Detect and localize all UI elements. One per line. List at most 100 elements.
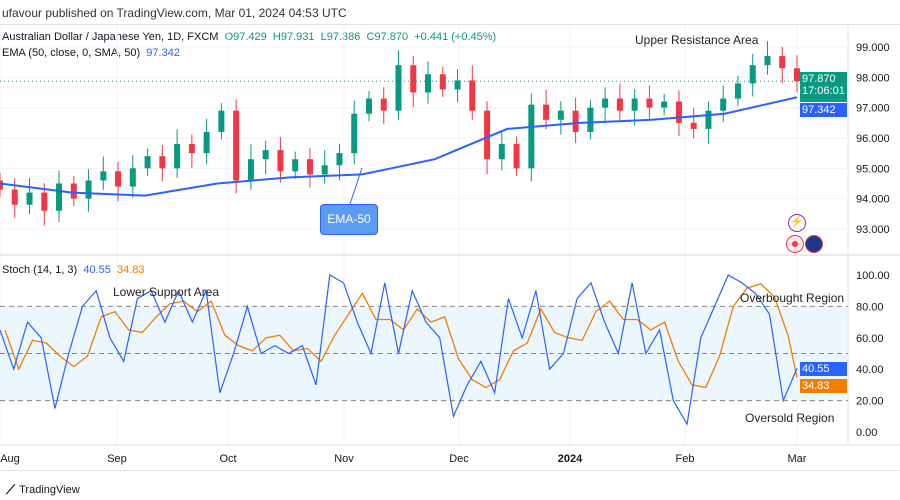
stoch-legend[interactable]: Stoch (14, 1, 3) 40.55 34.83 — [2, 264, 145, 276]
ema-callout: EMA-50 — [320, 204, 378, 235]
candle-body — [764, 56, 771, 66]
candle-body — [749, 65, 756, 84]
candle-body — [557, 110, 564, 120]
candle-body — [277, 150, 284, 172]
candle-body — [513, 144, 520, 169]
candle-body — [410, 65, 417, 93]
time-axis-label: Mar — [788, 453, 807, 465]
low-value: L97.386 — [320, 31, 361, 43]
candle-body — [469, 80, 476, 111]
event-dot-icon[interactable] — [786, 235, 804, 253]
candle-body — [439, 74, 446, 90]
stoch-axis-label: 0.00 — [856, 427, 877, 439]
candle-body — [233, 110, 240, 181]
footer: ⟋ TradingView — [0, 470, 900, 500]
high-value: H97.931 — [272, 31, 315, 43]
stoch-axis-label: 100.00 — [856, 270, 890, 282]
candle-body — [188, 144, 195, 154]
candle-body — [646, 98, 653, 108]
ema-label: EMA (50, close, 0, SMA, 50) — [2, 47, 141, 59]
candle-body — [100, 171, 107, 181]
oversold-label: Oversold Region — [745, 411, 835, 425]
candle-body — [498, 144, 505, 160]
price-axis-label: 99.000 — [856, 42, 890, 54]
stoch-k-line — [0, 274, 798, 426]
candle-body — [720, 98, 727, 111]
candle-body — [675, 101, 682, 123]
candle-body — [218, 110, 225, 132]
candle-body — [70, 183, 77, 199]
candle-body — [572, 110, 579, 132]
candle-body — [85, 180, 92, 199]
ema-legend[interactable]: EMA (50, close, 0, SMA, 50) 97.342 — [2, 47, 180, 59]
stoch-k-value: 40.55 — [83, 264, 111, 276]
price-axis-label: 95.000 — [856, 163, 890, 175]
overbought-label: Overbought Region — [740, 291, 845, 305]
candle-body — [129, 168, 136, 187]
candle-body — [454, 80, 461, 90]
symbol-legend: Australian Dollar / Japanese Yen, 1D, FX… — [2, 31, 496, 43]
candle-body — [543, 104, 550, 120]
candle-body — [631, 98, 638, 111]
candle-body — [262, 150, 269, 160]
candle-body — [11, 189, 18, 205]
close-value: C97.870 — [366, 31, 409, 43]
ema-callout-pointer — [349, 167, 363, 205]
open-value: O97.429 — [224, 31, 267, 43]
candle-body — [528, 104, 535, 169]
candle-body — [41, 192, 48, 211]
stoch-label: Stoch (14, 1, 3) — [2, 264, 78, 276]
candle-body — [174, 144, 181, 169]
candle-body — [115, 171, 122, 187]
stoch-d-tag: 34.83 — [800, 379, 847, 393]
time-axis-label: Dec — [449, 453, 469, 465]
lower-support-label: Lower Support Area — [113, 285, 220, 299]
candle-body — [203, 131, 210, 154]
price-axis-label: 93.000 — [856, 224, 890, 236]
price-axis-label: 97.000 — [856, 103, 890, 115]
time-axis-label: 2024 — [558, 453, 583, 465]
ema-value: 97.342 — [146, 47, 180, 59]
candle-body — [425, 74, 432, 93]
candle-body — [306, 159, 313, 175]
candle-body — [395, 65, 402, 111]
price-axis-label: 96.000 — [856, 133, 890, 145]
countdown: 17:06:01 — [802, 85, 845, 97]
candle-body — [616, 98, 623, 111]
candle-body — [602, 98, 609, 108]
candle-body — [321, 165, 328, 175]
time-axis-label: Oct — [219, 453, 236, 465]
candle-body — [56, 183, 63, 211]
candle-body — [351, 113, 358, 154]
upper-resistance-label: Upper Resistance Area — [635, 33, 759, 47]
stoch-axis-label: 40.00 — [856, 364, 884, 376]
price-axis-label: 98.000 — [856, 72, 890, 84]
candle-body — [159, 156, 166, 169]
time-axis-label: Aug — [0, 453, 20, 465]
candle-body — [705, 110, 712, 129]
stoch-k-tag: 40.55 — [800, 362, 847, 376]
candle-body — [365, 98, 372, 114]
price-tag: 97.870 17:06:01 — [800, 72, 847, 102]
symbol-name: Australian Dollar / Japanese Yen, 1D, FX… — [2, 31, 219, 43]
price-tag-value: 97.870 — [802, 73, 836, 85]
candle-body — [690, 122, 697, 129]
ema-tag: 97.342 — [800, 103, 847, 117]
candle-body — [484, 110, 491, 160]
ema-50-line — [0, 96, 798, 197]
change-value: +0.441 (+0.45%) — [414, 31, 497, 43]
lightning-event-icon[interactable]: ⚡ — [788, 214, 806, 232]
price-axis-label: 94.000 — [856, 194, 890, 206]
stoch-axis-label: 80.00 — [856, 301, 884, 313]
tradingview-logo-icon: ⟋ — [6, 482, 16, 497]
time-axis-label: Feb — [676, 453, 695, 465]
candle-body — [26, 192, 33, 205]
australia-flag-icon[interactable] — [805, 235, 823, 253]
stoch-axis-label: 60.00 — [856, 333, 884, 345]
chart-canvas[interactable]: 99.000 98.000 97.000 96.000 95.000 94.000 93.0… — [0, 0, 900, 470]
stoch-d-value: 34.83 — [117, 264, 145, 276]
footer-brand: TradingView — [19, 484, 80, 496]
candle-body — [661, 101, 668, 108]
candle-body — [779, 56, 786, 69]
candle-body — [292, 159, 299, 172]
